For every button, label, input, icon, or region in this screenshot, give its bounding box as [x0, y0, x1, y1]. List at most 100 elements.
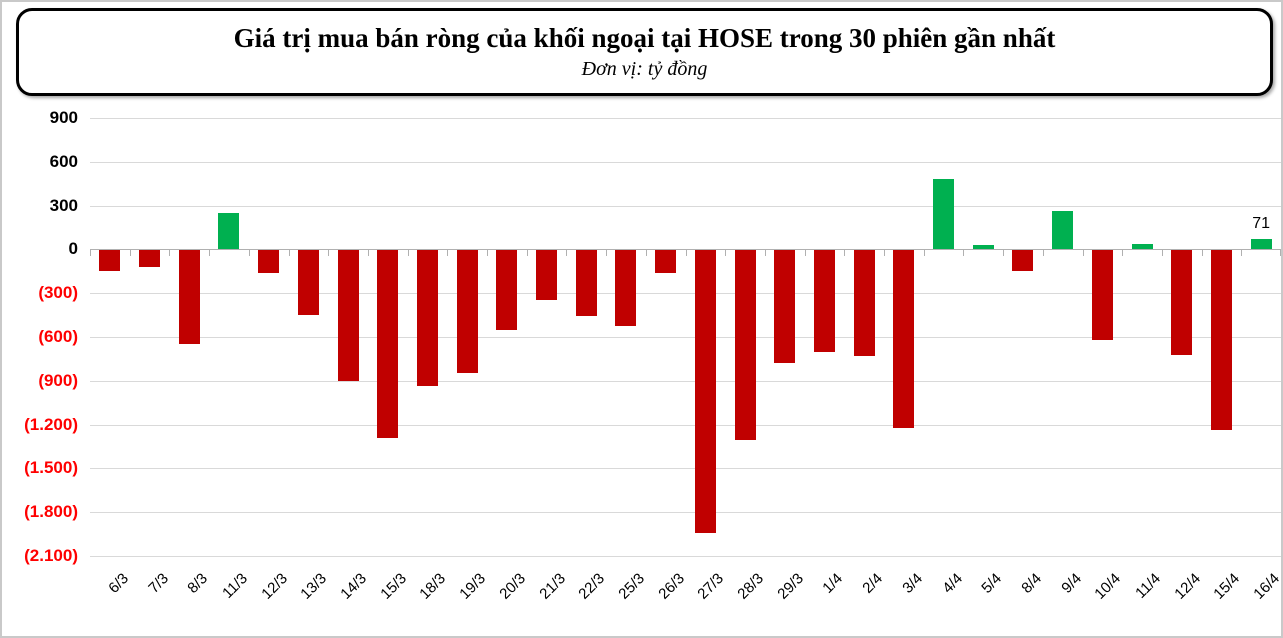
- y-tick-label: (1.500): [24, 458, 78, 478]
- axis-tick: [447, 249, 449, 257]
- bar-21/3: [536, 250, 558, 300]
- axis-tick: [328, 249, 330, 257]
- bar-11/3: [218, 212, 240, 250]
- bar-6/3: [99, 250, 121, 271]
- axis-tick: [169, 249, 171, 257]
- bar-14/3: [337, 250, 359, 381]
- gridline: [90, 118, 1281, 119]
- gridline: [90, 512, 1281, 514]
- y-axis: 900 600 300 0 (300) (600) (900) (1.200) (1.500) (…: [2, 108, 78, 565]
- bar-29/3: [774, 250, 796, 364]
- y-tick-label: 900: [49, 108, 78, 127]
- axis-tick: [1003, 249, 1005, 257]
- axis-tick: [884, 249, 885, 257]
- x-tick-label-14/3: 14/3: [337, 570, 371, 603]
- x-tick-label-19/3: 19/3: [456, 570, 490, 603]
- x-tick-label-11/3: 11/3: [219, 570, 251, 602]
- axis-tick: [1201, 249, 1203, 257]
- y-tick-label: 0: [68, 239, 78, 259]
- bar-20/3: [496, 250, 518, 331]
- bar-12/4: [1171, 250, 1193, 355]
- axis-tick: [209, 249, 211, 257]
- axis-tick: [248, 249, 250, 257]
- x-tick-label-7/3: 7/3: [144, 570, 172, 597]
- y-tick-label: (1.200): [24, 414, 78, 434]
- x-tick-label-8/4: 8/4: [1018, 570, 1045, 597]
- bar-4/4: [933, 179, 955, 250]
- axis-tick: [725, 249, 727, 257]
- axis-tick: [1082, 249, 1084, 257]
- x-tick-label-15/3: 15/3: [377, 570, 410, 603]
- bar-1/4: [813, 250, 835, 353]
- bar-8/4: [1012, 250, 1034, 272]
- y-tick-label: (300): [38, 283, 78, 303]
- chart-subtitle: Đơn vị: tỷ đồng: [581, 57, 708, 80]
- x-tick-label-2/4: 2/4: [859, 570, 887, 597]
- bar-18/3: [416, 250, 438, 386]
- bar-19/3: [456, 250, 478, 374]
- axis-tick: [1122, 249, 1124, 257]
- bar-value-label-16/4: 71: [1252, 215, 1271, 233]
- x-tick-label-6/3: 6/3: [105, 570, 132, 597]
- x-tick-label-16/4: 16/4: [1250, 570, 1283, 603]
- axis-tick: [685, 249, 687, 257]
- axis-tick: [606, 249, 608, 257]
- bar-25/3: [615, 250, 637, 327]
- x-tick-label-18/3: 18/3: [416, 570, 450, 603]
- axis-tick: [129, 249, 131, 257]
- y-tick-label: 600: [49, 151, 78, 171]
- x-tick-label-27/3: 27/3: [694, 570, 728, 603]
- x-tick-label-8/3: 8/3: [184, 570, 212, 597]
- x-tick-label-22/3: 22/3: [575, 570, 609, 603]
- x-tick-label-1/4: 1/4: [819, 570, 847, 597]
- axis-tick: [566, 249, 568, 257]
- axis-tick: [1042, 249, 1044, 257]
- x-tick-label-12/4: 12/4: [1171, 570, 1204, 603]
- chart-title: Giá trị mua bán ròng của khối ngoại tại …: [233, 23, 1056, 54]
- axis-tick: [844, 249, 846, 257]
- x-tick-label-13/3: 13/3: [297, 570, 331, 603]
- x-tick-label-10/4: 10/4: [1091, 570, 1125, 603]
- x-tick-label-28/3: 28/3: [734, 570, 768, 603]
- x-tick-label-4/4: 4/4: [938, 570, 966, 597]
- axis-tick: [288, 249, 290, 257]
- axis-tick: [1280, 249, 1281, 257]
- y-tick-label: (600): [38, 327, 78, 346]
- bar-8/3: [178, 250, 200, 345]
- x-tick-label-15/4: 15/4: [1210, 570, 1244, 603]
- bar-13/3: [297, 250, 319, 316]
- axis-tick: [487, 249, 488, 257]
- gridline: [90, 161, 1281, 163]
- bar-27/3: [694, 250, 716, 533]
- gridline: [90, 205, 1281, 207]
- x-tick-label-26/3: 26/3: [654, 570, 688, 603]
- bar-15/3: [377, 250, 399, 438]
- bar-5/4: [972, 245, 994, 250]
- axis-tick: [764, 249, 766, 257]
- bar-2/4: [853, 250, 875, 356]
- axis-tick: [1161, 249, 1163, 257]
- x-tick-label-11/4: 11/4: [1132, 570, 1165, 602]
- bar-28/3: [734, 250, 756, 440]
- axis-tick: [90, 249, 91, 257]
- y-tick-label: 300: [49, 195, 78, 215]
- bar-11/4: [1131, 243, 1153, 250]
- bar-16/4: [1250, 239, 1272, 250]
- axis-tick: [923, 249, 925, 257]
- gridline: [90, 293, 1281, 295]
- bar-7/3: [139, 250, 161, 267]
- bar-15/4: [1210, 250, 1232, 430]
- axis-tick: [645, 249, 647, 257]
- axis-tick: [963, 249, 965, 257]
- axis-tick: [526, 249, 528, 257]
- x-tick-label-12/3: 12/3: [257, 570, 291, 603]
- gridline: [90, 424, 1281, 426]
- gridline: [90, 556, 1281, 557]
- chart-title-box: Giá trị mua bán ròng của khối ngoại tại …: [16, 8, 1273, 96]
- bar-3/4: [893, 250, 915, 428]
- y-tick-label: (2.100): [24, 546, 78, 565]
- bar-12/3: [258, 250, 280, 273]
- y-tick-label: (1.800): [24, 502, 78, 522]
- x-tick-label-20/3: 20/3: [496, 570, 529, 603]
